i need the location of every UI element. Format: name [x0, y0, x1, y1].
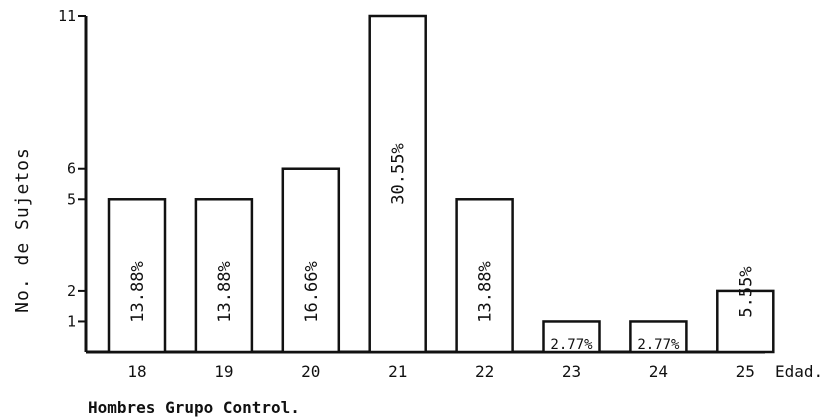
x-tick-label: 25: [736, 362, 755, 381]
bar-20: [281, 167, 341, 354]
bar-18: [107, 198, 167, 354]
data-label: 5.55%: [736, 266, 756, 317]
x-tick-label: 21: [388, 362, 407, 381]
x-axis-label: Edad.: [775, 362, 823, 381]
y-tick-label: 1: [67, 312, 76, 330]
y-axis-label: No. de Sujetos: [12, 147, 33, 313]
data-label: 2.77%: [637, 337, 680, 353]
y-axis-ticks: 1 2 5 6 11: [58, 7, 86, 330]
x-tick-label: 24: [649, 362, 668, 381]
y-tick-label: 6: [67, 160, 76, 178]
bar-24: [629, 320, 688, 354]
data-labels: 13.88% 13.88% 16.66% 30.55% 13.88% 2.77% 2.77%…: [128, 143, 756, 353]
x-tick-label: 19: [214, 362, 233, 381]
bar-25: [716, 289, 775, 354]
data-label: 13.88%: [215, 261, 235, 322]
x-axis-tick-labels: 18 19 20 21 22 23 24 25: [127, 362, 755, 381]
x-tick-label: 23: [562, 362, 581, 381]
y-tick-label: 5: [67, 190, 76, 208]
data-label: 2.77%: [550, 337, 593, 353]
bar-22: [455, 198, 514, 354]
x-tick-label: 22: [475, 362, 494, 381]
data-label: 30.55%: [389, 143, 409, 204]
x-tick-label: 20: [301, 362, 320, 381]
x-tick-label: 18: [127, 362, 146, 381]
bar-19: [194, 198, 254, 354]
bar-23: [542, 320, 601, 354]
bars: [107, 14, 775, 354]
data-label: 13.88%: [128, 261, 148, 322]
data-label: 13.88%: [476, 261, 496, 322]
y-tick-label: 11: [58, 7, 76, 25]
data-label: 16.66%: [302, 261, 322, 322]
bar-21: [368, 14, 427, 354]
y-tick-label: 2: [67, 282, 76, 300]
chart-caption: Hombres Grupo Control.: [88, 398, 300, 417]
